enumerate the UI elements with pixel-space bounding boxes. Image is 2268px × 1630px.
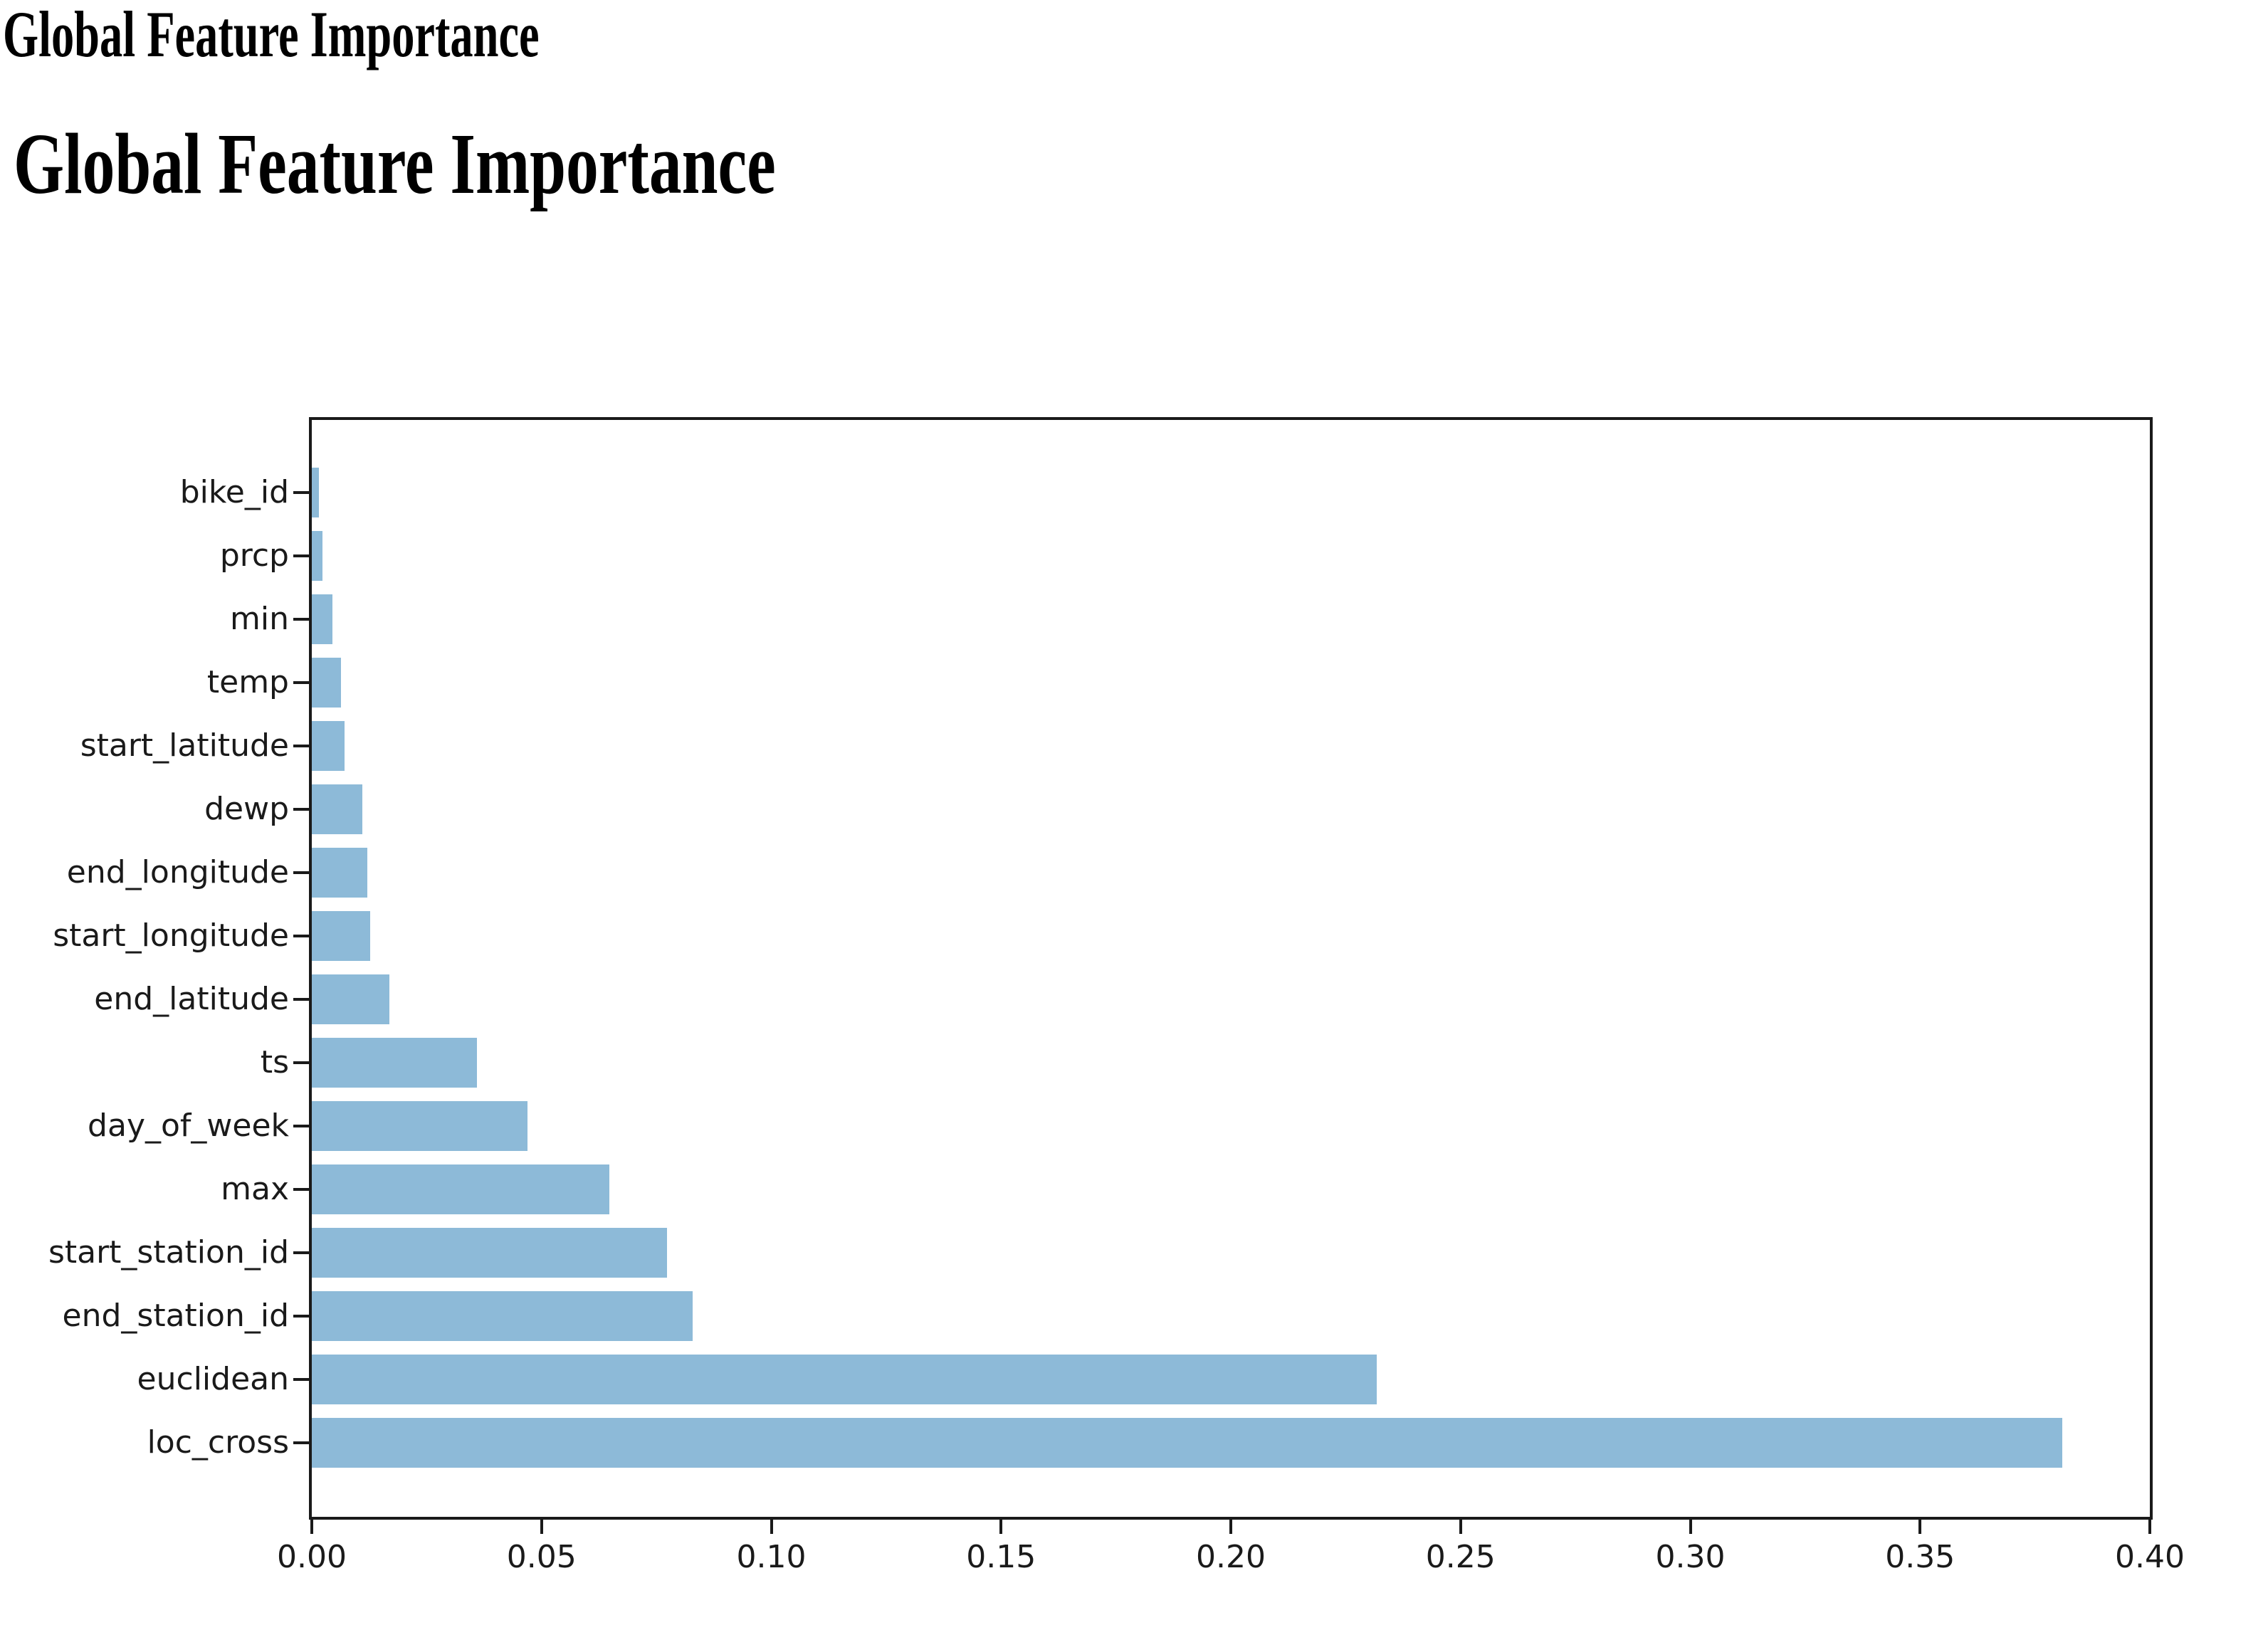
x-tick-label-0.00: 0.00 (277, 1539, 347, 1575)
y-tick-ts (293, 1061, 309, 1064)
x-tick-label-0.35: 0.35 (1885, 1539, 1955, 1575)
x-tick-label-0.25: 0.25 (1425, 1539, 1496, 1575)
bar-max (312, 1164, 609, 1214)
y-tick-min (293, 618, 309, 621)
bar-loc_cross (312, 1418, 2062, 1468)
y-tick-loc_cross (293, 1441, 309, 1444)
y-label-start_longitude: start_longitude (53, 917, 289, 954)
y-label-start_station_id: start_station_id (48, 1234, 289, 1271)
y-tick-prcp (293, 554, 309, 557)
y-tick-temp (293, 681, 309, 684)
y-tick-euclidean (293, 1378, 309, 1381)
y-label-dewp: dewp (204, 791, 289, 827)
bar-euclidean (312, 1355, 1377, 1404)
y-label-ts: ts (260, 1044, 289, 1080)
page-title: Global Feature Importance (14, 116, 1030, 212)
x-tick-0.00 (310, 1520, 313, 1534)
y-label-end_station_id: end_station_id (62, 1298, 289, 1334)
bar-end_station_id (312, 1291, 693, 1341)
bar-start_latitude (312, 721, 345, 771)
y-tick-end_longitude (293, 871, 309, 874)
y-label-loc_cross: loc_cross (147, 1424, 289, 1461)
x-tick-label-0.05: 0.05 (506, 1539, 577, 1575)
y-label-min: min (230, 601, 289, 637)
y-label-max: max (221, 1171, 289, 1207)
y-label-start_latitude: start_latitude (80, 727, 289, 764)
y-tick-day_of_week (293, 1125, 309, 1127)
bar-min (312, 594, 332, 644)
window-title: Global Feature Importance (3, 0, 770, 70)
page-title-text: Global Feature Importance (14, 116, 776, 212)
x-tick-0.15 (999, 1520, 1003, 1534)
bar-ts (312, 1038, 477, 1088)
y-tick-start_latitude (293, 745, 309, 747)
y-tick-bike_id (293, 491, 309, 494)
x-tick-label-0.40: 0.40 (2115, 1539, 2185, 1575)
x-tick-0.30 (1689, 1520, 1692, 1534)
y-label-day_of_week: day_of_week (88, 1108, 289, 1144)
plot-area (309, 417, 2153, 1520)
bar-day_of_week (312, 1101, 527, 1151)
y-tick-dewp (293, 808, 309, 811)
x-tick-0.10 (770, 1520, 773, 1534)
y-label-end_longitude: end_longitude (66, 854, 289, 890)
x-tick-0.20 (1229, 1520, 1232, 1534)
x-tick-0.25 (1459, 1520, 1462, 1534)
y-label-euclidean: euclidean (137, 1361, 289, 1397)
x-tick-label-0.15: 0.15 (966, 1539, 1036, 1575)
bar-bike_id (312, 468, 319, 517)
y-label-temp: temp (206, 664, 289, 700)
bar-prcp (312, 531, 322, 581)
x-tick-0.05 (540, 1520, 543, 1534)
y-tick-max (293, 1188, 309, 1191)
y-tick-end_latitude (293, 998, 309, 1001)
bar-dewp (312, 784, 362, 834)
y-label-prcp: prcp (219, 537, 289, 574)
window-title-text: Global Feature Importance (3, 0, 540, 70)
x-tick-0.35 (1918, 1520, 1922, 1534)
y-tick-start_station_id (293, 1251, 309, 1254)
bar-start_station_id (312, 1228, 667, 1278)
x-tick-0.40 (2148, 1520, 2151, 1534)
y-label-end_latitude: end_latitude (94, 981, 289, 1017)
y-label-bike_id: bike_id (179, 474, 289, 510)
bar-start_longitude (312, 911, 370, 961)
bar-end_latitude (312, 974, 389, 1024)
y-tick-start_longitude (293, 935, 309, 937)
x-tick-label-0.30: 0.30 (1655, 1539, 1726, 1575)
x-tick-label-0.20: 0.20 (1196, 1539, 1266, 1575)
y-tick-end_station_id (293, 1315, 309, 1318)
bar-temp (312, 658, 341, 708)
bar-end_longitude (312, 848, 367, 898)
x-tick-label-0.10: 0.10 (736, 1539, 807, 1575)
